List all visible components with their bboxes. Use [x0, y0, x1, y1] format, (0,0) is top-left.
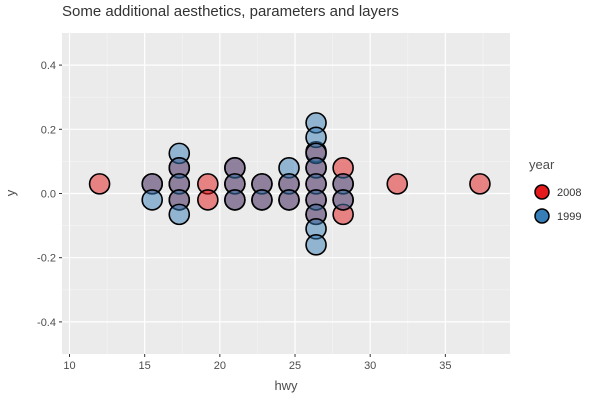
y-axis: -0.4 -0.2 0.0 0.2 0.4	[37, 60, 62, 329]
data-point-1999	[332, 189, 354, 211]
data-points	[88, 112, 491, 256]
data-point-2008	[386, 173, 409, 195]
x-tick-label: 35	[439, 360, 451, 372]
x-axis-title: hwy	[274, 378, 298, 393]
data-point-1999	[168, 203, 191, 226]
legend-key-2008	[534, 184, 550, 200]
legend: year 2008 1999	[529, 157, 581, 224]
x-tick-label: 20	[214, 360, 226, 372]
x-tick-label: 15	[139, 360, 151, 372]
data-point-1999	[305, 234, 327, 256]
y-tick-label: -0.2	[37, 253, 56, 265]
x-tick-label: 25	[289, 360, 301, 372]
data-point-2008	[469, 173, 491, 195]
legend-label-2008: 2008	[557, 187, 581, 199]
x-tick-label: 30	[364, 360, 376, 372]
data-point-2008	[88, 173, 111, 195]
data-point-1999	[141, 189, 164, 211]
chart-title: Some additional aesthetics, parameters a…	[62, 3, 399, 20]
legend-label-1999: 1999	[557, 211, 581, 223]
y-tick-label: 0.0	[41, 189, 56, 201]
x-tick-label: 10	[63, 360, 75, 372]
legend-title: year	[529, 157, 555, 172]
data-point-1999	[251, 189, 273, 211]
x-axis: 10 15 20 25 30 35	[63, 354, 451, 372]
data-point-1999	[278, 189, 300, 211]
data-point-1999	[224, 189, 246, 211]
y-tick-label: -0.4	[37, 317, 56, 329]
y-tick-label: 0.2	[41, 124, 56, 136]
y-tick-label: 0.4	[41, 60, 56, 72]
legend-key-1999	[534, 208, 550, 224]
data-point-2008	[197, 189, 219, 211]
y-axis-title: y	[3, 189, 18, 196]
